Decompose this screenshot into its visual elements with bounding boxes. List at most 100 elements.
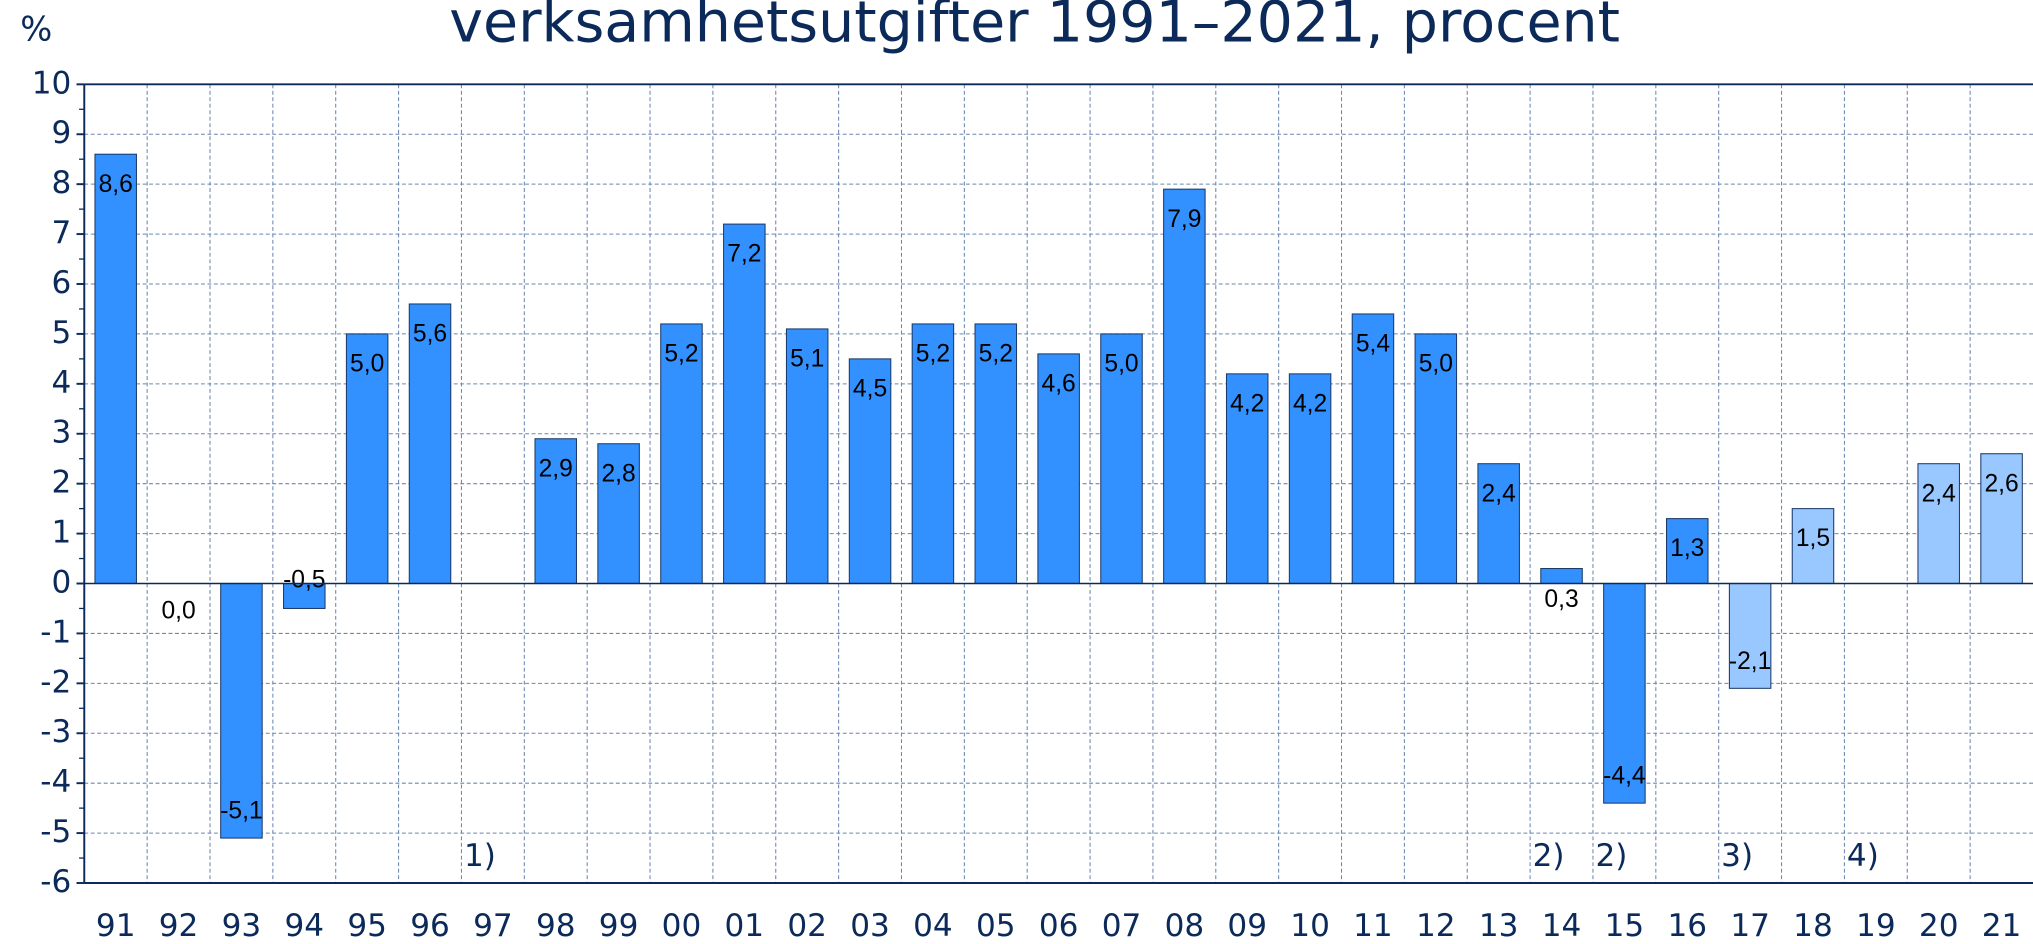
- footnote-marker: 3): [1721, 838, 1753, 874]
- bar: [1225, 373, 1269, 585]
- value-label: -2,1: [1729, 648, 1771, 675]
- x-tick-label: 19: [1856, 908, 1896, 944]
- bar: [723, 223, 766, 585]
- bar: [1665, 518, 1709, 585]
- bar: [1603, 582, 1646, 804]
- chart-title: verksamhetsutgifter 1991–2021, procent: [449, 0, 1620, 56]
- x-tick-label: 96: [410, 908, 450, 944]
- bar: [220, 582, 263, 839]
- x-tick-label: 94: [284, 908, 324, 944]
- value-label: 2,4: [1482, 480, 1516, 507]
- y-tick-label: -2: [40, 664, 71, 700]
- value-label: 8,6: [99, 171, 133, 198]
- bar: [534, 438, 578, 585]
- x-tick-label: 98: [536, 908, 576, 944]
- x-tick-label: 01: [725, 908, 765, 944]
- bar: [1351, 313, 1395, 585]
- y-tick-label: 7: [52, 215, 72, 251]
- value-label: 5,1: [790, 346, 824, 373]
- bar: [1100, 333, 1143, 585]
- footnote-marker: 4): [1847, 838, 1879, 874]
- value-label: 5,2: [979, 341, 1013, 368]
- x-tick-label: 14: [1542, 908, 1582, 944]
- bar: [848, 358, 892, 585]
- y-tick-label: -3: [40, 714, 71, 750]
- y-tick-label: 4: [52, 365, 72, 401]
- y-tick-label: 9: [52, 115, 72, 151]
- x-tick-label: 92: [159, 908, 199, 944]
- y-axis-label: %: [20, 10, 52, 49]
- x-tick-label: 13: [1479, 908, 1519, 944]
- y-tick-label: 1: [52, 515, 72, 551]
- x-tick-label: 16: [1667, 908, 1707, 944]
- value-label: 7,9: [1167, 206, 1201, 233]
- y-tick-label: 2: [52, 465, 72, 501]
- y-tick-label: 10: [32, 65, 72, 101]
- value-label: -4,4: [1603, 763, 1645, 790]
- value-label: 5,0: [1104, 351, 1138, 378]
- value-label: 0,0: [161, 598, 195, 625]
- bar: [911, 323, 955, 585]
- value-label: 7,2: [727, 241, 761, 268]
- bar: [1288, 373, 1332, 585]
- value-label: 5,2: [916, 341, 950, 368]
- x-tick-label: 03: [850, 908, 890, 944]
- x-tick-label: 12: [1416, 908, 1456, 944]
- bar: [1791, 508, 1835, 585]
- x-tick-label: 18: [1793, 908, 1833, 944]
- value-label: 2,4: [1922, 480, 1956, 507]
- value-label: 5,4: [1356, 331, 1390, 358]
- value-label: 0,3: [1544, 586, 1578, 613]
- value-label: 1,5: [1796, 525, 1830, 552]
- y-tick-label: 6: [52, 265, 72, 301]
- y-tick-label: -4: [40, 764, 71, 800]
- x-tick-label: 00: [662, 908, 702, 944]
- value-label: 4,6: [1042, 371, 1076, 398]
- x-tick-label: 95: [347, 908, 387, 944]
- bar: [1037, 353, 1080, 585]
- value-label: 5,2: [664, 341, 698, 368]
- value-label: 5,0: [1419, 351, 1453, 378]
- value-label: 4,2: [1293, 390, 1327, 417]
- value-label: 2,8: [601, 460, 635, 487]
- footnote-marker: 2): [1595, 838, 1627, 874]
- x-tick-label: 15: [1605, 908, 1645, 944]
- x-tick-label: 20: [1919, 908, 1959, 944]
- x-tick-label: 07: [1102, 908, 1142, 944]
- bar: [660, 323, 703, 585]
- y-tick-label: 0: [52, 565, 72, 601]
- bar: [1980, 453, 2023, 585]
- x-tick-label: 08: [1165, 908, 1205, 944]
- x-tick-label: 99: [599, 908, 639, 944]
- x-tick-label: 02: [787, 908, 827, 944]
- x-tick-label: 11: [1353, 908, 1393, 944]
- x-tick-label: 93: [222, 908, 262, 944]
- bar: [283, 582, 326, 609]
- bar: [408, 303, 452, 585]
- bar: [94, 153, 137, 585]
- value-label: 4,5: [853, 375, 887, 402]
- value-label: 2,9: [539, 455, 573, 482]
- bar: [1540, 568, 1583, 585]
- value-label: -0,5: [283, 566, 325, 593]
- value-label: 2,6: [1984, 470, 2018, 497]
- bar: [1917, 463, 1960, 585]
- value-label: 5,6: [413, 321, 447, 348]
- x-tick-label: 04: [913, 908, 953, 944]
- bar: [974, 323, 1018, 585]
- y-tick-label: -6: [40, 864, 71, 900]
- value-label: 1,3: [1670, 535, 1704, 562]
- x-tick-label: 09: [1227, 908, 1267, 944]
- value-label: 4,2: [1230, 390, 1264, 417]
- value-label: -5,1: [220, 798, 262, 825]
- x-tick-label: 21: [1982, 908, 2022, 944]
- value-label: 5,0: [350, 351, 384, 378]
- bar: [1163, 188, 1206, 585]
- footnote-marker: 2): [1533, 838, 1565, 874]
- y-tick-label: 3: [52, 415, 72, 451]
- y-tick-label: -1: [40, 614, 71, 650]
- footnote-marker: 1): [464, 838, 496, 874]
- y-tick-label: 5: [52, 315, 72, 351]
- x-tick-label: 91: [96, 908, 136, 944]
- x-tick-label: 10: [1290, 908, 1330, 944]
